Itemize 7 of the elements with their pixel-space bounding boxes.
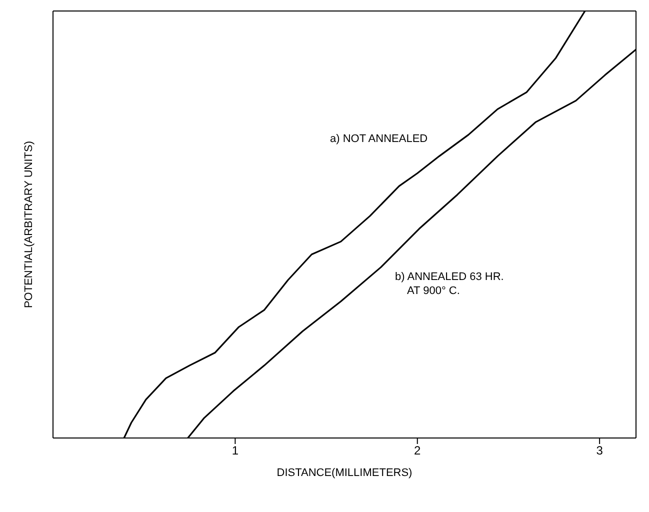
y-axis-title: POTENTIAL(ARBITRARY UNITS) — [22, 140, 35, 308]
annotation: a) NOT ANNEALED — [330, 132, 428, 146]
x-tick-label: 2 — [414, 444, 422, 458]
x-axis-title: DISTANCE(MILLIMETERS) — [276, 467, 412, 479]
x-tick-label: 3 — [596, 444, 604, 458]
x-tick-label: 1 — [232, 444, 239, 458]
annotation: b) ANNEALED 63 HR. AT 900° C. — [395, 270, 504, 298]
